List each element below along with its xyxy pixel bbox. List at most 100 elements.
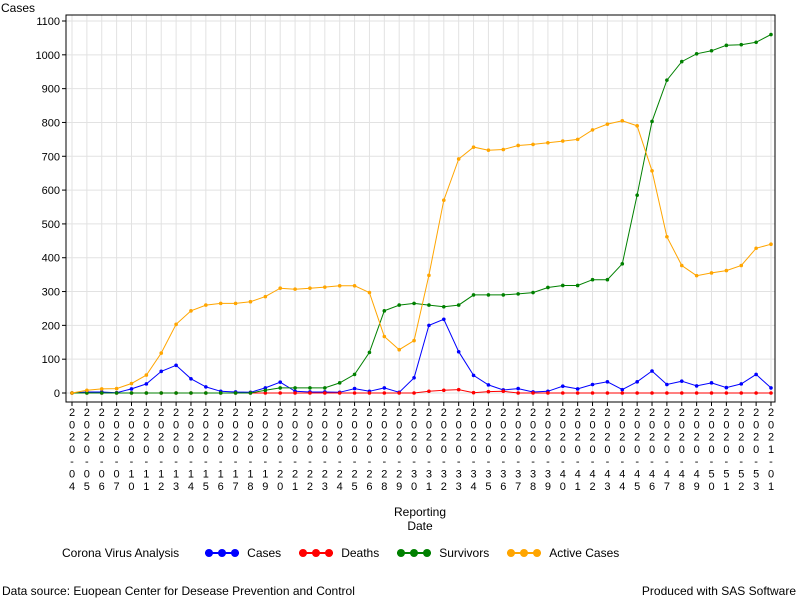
data-point-cases <box>769 386 773 390</box>
data-point-active-cases <box>204 303 208 307</box>
data-point-active-cases <box>382 334 387 339</box>
y-tick-label: 500 <box>42 219 60 231</box>
data-point-active-cases <box>590 128 595 132</box>
legend-swatch-active-cases <box>507 547 542 559</box>
x-tick-label: 2 0 2 0 -5 0 <box>708 407 714 493</box>
data-point-survivors <box>412 301 416 306</box>
y-tick-label: 900 <box>42 84 60 96</box>
x-tick-label: 2 0 2 0 -4 1 <box>575 407 581 493</box>
data-point-cases <box>129 387 134 391</box>
data-point-survivors <box>248 391 253 395</box>
data-point-active-cases <box>605 122 610 126</box>
data-point-cases <box>650 369 654 373</box>
data-point-survivors <box>635 193 639 197</box>
data-point-active-cases <box>427 273 431 278</box>
data-point-survivors <box>337 381 342 385</box>
legend-item-survivors: Survivors <box>397 546 489 560</box>
data-point-survivors <box>724 43 729 48</box>
data-point-survivors <box>501 293 506 297</box>
x-axis-label-line2: Date <box>407 519 433 533</box>
x-tick-label: 2 0 2 0 -1 4 <box>188 407 194 493</box>
data-point-active-cases <box>575 137 580 142</box>
x-tick-label: 2 0 2 0 -1 1 <box>143 407 149 493</box>
data-point-active-cases <box>709 271 714 275</box>
data-point-deaths <box>263 391 268 395</box>
x-tick-label: 2 0 2 0 -1 8 <box>247 407 253 493</box>
x-tick-label: 2 0 2 0 -4 9 <box>694 407 700 493</box>
data-point-survivors <box>263 388 268 393</box>
data-point-survivors <box>471 293 476 297</box>
data-point-cases <box>189 376 193 381</box>
data-point-deaths <box>367 391 372 395</box>
x-tick-label: 2 0 2 0 -5 2 <box>738 407 744 493</box>
x-tick-label: 2 0 2 0 -0 4 <box>69 407 75 493</box>
legend-swatch-deaths <box>299 547 334 559</box>
data-point-deaths <box>501 389 506 394</box>
data-point-survivors <box>679 59 684 64</box>
series-line-active-cases <box>71 120 772 394</box>
data-point-survivors <box>99 391 104 395</box>
legend-label-cases: Cases <box>247 546 282 560</box>
series-active-cases <box>70 118 773 395</box>
data-point-active-cases <box>560 139 565 143</box>
data-point-active-cases <box>337 283 342 288</box>
data-point-deaths <box>293 391 297 395</box>
data-point-deaths <box>412 391 416 395</box>
legend-label-active-cases: Active Cases <box>549 546 620 560</box>
plot-frame <box>65 14 776 403</box>
data-point-active-cases <box>486 148 491 152</box>
data-point-survivors <box>486 293 491 297</box>
data-point-cases <box>174 363 178 368</box>
data-point-cases <box>278 380 283 384</box>
data-point-deaths <box>560 391 565 395</box>
data-point-active-cases <box>367 290 372 295</box>
data-point-active-cases <box>263 294 268 299</box>
x-axis: 2 0 2 0 -0 4 2 0 2 0 -0 5 2 0 2 0 -0 6 2 0 2 0 -0 7 2 0 2 0 -1 0 2 0 2 0-… <box>69 402 774 493</box>
x-tick-label: 2 0 2 0 -3 4 <box>470 407 476 493</box>
data-point-survivors <box>308 386 312 390</box>
data-point-active-cases <box>352 283 357 288</box>
series-survivors <box>70 32 773 395</box>
data-point-deaths <box>427 389 431 394</box>
y-tick-label: 1100 <box>36 16 60 28</box>
x-tick-label: 2 0 2 0 -1 6 <box>218 407 224 493</box>
data-point-deaths <box>650 391 654 395</box>
data-point-active-cases <box>293 287 297 291</box>
data-point-survivors <box>129 391 134 395</box>
data-point-deaths <box>323 391 327 395</box>
data-point-cases <box>739 382 744 386</box>
data-point-active-cases <box>174 322 178 327</box>
data-point-survivors <box>575 283 580 288</box>
data-point-survivors <box>323 386 327 390</box>
data-point-active-cases <box>546 140 550 145</box>
data-point-deaths <box>679 391 684 395</box>
data-point-survivors <box>769 32 773 37</box>
data-point-cases <box>382 386 387 390</box>
data-point-survivors <box>174 391 178 395</box>
data-point-survivors <box>204 391 208 395</box>
data-point-survivors <box>397 303 401 307</box>
data-point-deaths <box>620 391 625 395</box>
x-tick-label: 2 0 2 0 -1 7 <box>233 407 239 493</box>
x-tick-label: 2 0 2 0 -1 9 <box>262 407 268 493</box>
data-point-deaths <box>605 391 610 395</box>
data-point-cases <box>724 385 729 390</box>
x-tick-label: 2 0 2 0 -5 3 <box>753 407 759 493</box>
data-point-cases <box>159 369 164 374</box>
data-point-cases <box>427 323 431 328</box>
data-point-active-cases <box>769 242 773 246</box>
x-tick-label: 2 0 2 0 -4 5 <box>634 407 640 493</box>
data-point-active-cases <box>278 286 283 290</box>
data-point-survivors <box>516 292 520 296</box>
data-point-cases <box>412 375 416 380</box>
data-point-active-cases <box>739 263 744 268</box>
data-point-cases <box>516 386 520 391</box>
data-point-deaths <box>531 391 535 395</box>
data-point-cases <box>590 382 595 387</box>
data-point-survivors <box>650 119 654 124</box>
data-point-active-cases <box>442 198 446 203</box>
x-tick-label: 2 0 2 0 -2 9 <box>396 407 402 493</box>
data-point-deaths <box>337 391 342 395</box>
legend-label-deaths: Deaths <box>341 546 380 560</box>
x-tick-label: 2 0 2 0 -1 3 <box>173 407 179 493</box>
